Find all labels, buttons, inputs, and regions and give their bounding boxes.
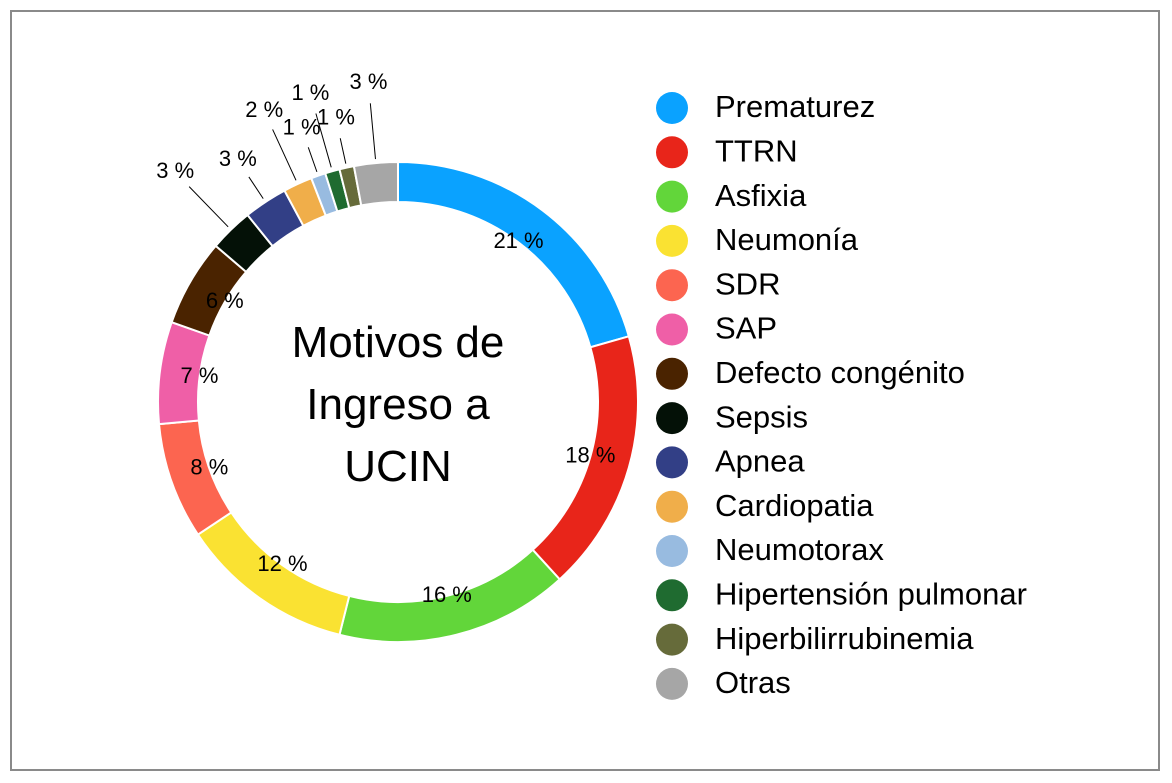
- data-label: 6 %: [206, 288, 244, 313]
- donut-slice: [352, 160, 399, 207]
- legend-swatch: [656, 667, 688, 700]
- legend-label: Asfixia: [715, 178, 807, 213]
- legend-label: Neumotorax: [715, 532, 884, 567]
- data-label: 3 %: [219, 146, 257, 171]
- legend-swatch: [656, 490, 688, 523]
- data-label: 12 %: [257, 551, 307, 576]
- data-label: 3 %: [156, 158, 194, 183]
- legend-swatch: [656, 180, 688, 213]
- data-label: 8 %: [190, 454, 228, 479]
- leader-line: [188, 186, 229, 228]
- legend-label: SDR: [715, 266, 780, 301]
- legend-swatch: [656, 446, 688, 479]
- legend-swatch: [656, 224, 688, 257]
- leader-line: [272, 129, 297, 181]
- legend-swatch: [656, 623, 688, 656]
- leader-line: [248, 176, 264, 199]
- legend-swatch: [656, 136, 688, 169]
- legend-swatch: [656, 92, 688, 124]
- chart-title: Motivos de Ingreso a UCIN: [291, 318, 505, 491]
- data-label: 16 %: [422, 582, 472, 607]
- legend-label: SAP: [715, 311, 777, 346]
- leader-line: [315, 113, 332, 168]
- data-label: 3 %: [350, 69, 388, 94]
- leader-line: [307, 147, 318, 173]
- data-label: 1 %: [317, 105, 355, 130]
- data-label: 7 %: [181, 363, 219, 388]
- legend-label: Sepsis: [715, 399, 808, 434]
- legend-swatch: [656, 402, 688, 435]
- legend-label: Neumonía: [715, 222, 859, 257]
- legend-label: TTRN: [715, 133, 798, 168]
- leader-line: [339, 138, 347, 164]
- legend-swatch: [656, 535, 688, 567]
- legend-label: Apnea: [715, 444, 805, 479]
- legend-swatch: [656, 579, 688, 612]
- legend-swatch: [656, 357, 688, 390]
- leader-line: [369, 103, 376, 160]
- legend-label: Hiperbilirrubinemia: [715, 621, 974, 656]
- legend-label: Otras: [715, 665, 791, 700]
- legend-label: Prematurez: [715, 89, 875, 124]
- data-label: 1 %: [283, 114, 321, 139]
- data-label: 2 %: [245, 97, 283, 122]
- legend-label: Cardiopatia: [715, 488, 874, 523]
- legend-label: Hipertensión pulmonar: [715, 576, 1027, 611]
- legend-swatch: [656, 313, 688, 346]
- legend-label: Defecto congénito: [715, 355, 965, 390]
- chart-frame: [10, 10, 1160, 771]
- legend-swatch: [656, 269, 688, 302]
- data-label: 21 %: [493, 228, 543, 253]
- data-label: 1 %: [291, 80, 329, 105]
- data-label: 18 %: [565, 443, 615, 468]
